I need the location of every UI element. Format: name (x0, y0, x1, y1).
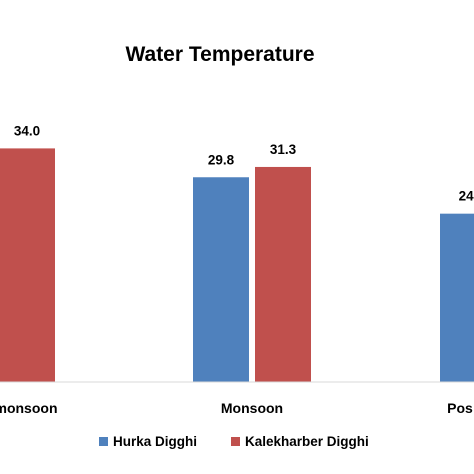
value-label-kalekharber-0: 34.0 (14, 123, 40, 138)
bar-kalekharber-0 (0, 148, 55, 382)
legend-label-hurka: Hurka Digghi (113, 434, 197, 449)
title-layer: Water Temperature (125, 43, 314, 66)
chart-title: Water Temperature (125, 43, 314, 66)
bars-layer (0, 148, 474, 382)
legend: Hurka Digghi Kalekharber Digghi (99, 434, 369, 449)
legend-swatch-kalekharber (231, 437, 240, 446)
legend-label-kalekharber: Kalekharber Digghi (245, 434, 369, 449)
category-label-0: monsoon (0, 400, 58, 416)
value-labels-layer: 29.8 24. 34.0 31.3 (14, 123, 474, 203)
bar-hurka-2 (440, 213, 474, 382)
category-labels-layer: monsoon Monsoon Pos (0, 400, 473, 416)
legend-swatch-hurka (99, 437, 108, 446)
bar-kalekharber-1 (255, 166, 311, 382)
value-label-hurka-2: 24. (459, 189, 474, 204)
category-label-1: Monsoon (221, 400, 283, 416)
category-label-2: Pos (447, 400, 473, 416)
value-label-kalekharber-1: 31.3 (270, 142, 297, 157)
value-label-hurka-1: 29.8 (208, 152, 235, 167)
bar-hurka-1 (193, 177, 249, 382)
